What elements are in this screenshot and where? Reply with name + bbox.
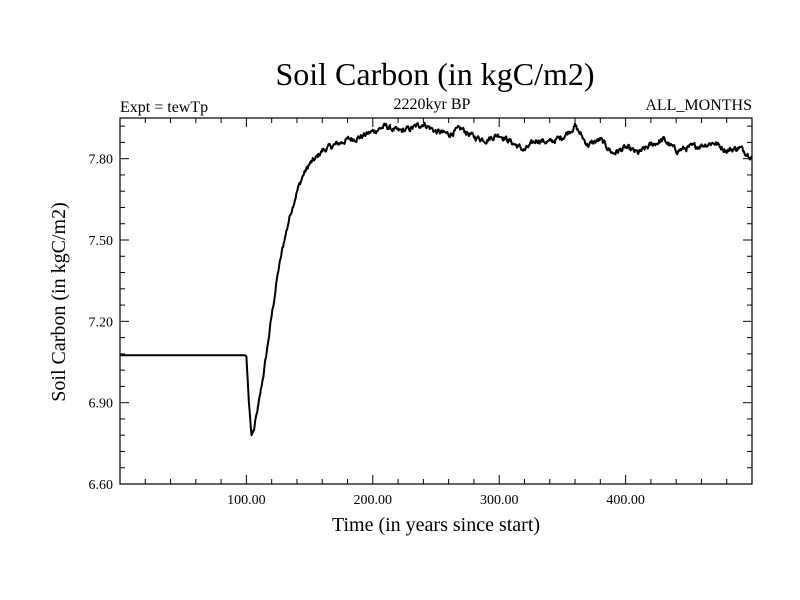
x-axis-ticks <box>144 118 728 484</box>
x-tick-label: 300.00 <box>480 493 519 508</box>
plot-frame <box>119 117 753 485</box>
y-axis-tick-labels: 6.60 6.90 7.20 7.50 7.80 <box>89 153 114 493</box>
y-tick-label: 7.80 <box>89 153 114 168</box>
x-tick-label: 400.00 <box>606 493 645 508</box>
subtitle-left: Expt = tewTp <box>120 99 208 116</box>
subtitle-center: 2220kyr BP <box>394 96 471 113</box>
series-line-soil-carbon <box>119 121 753 437</box>
subtitle-right: ALL_MONTHS <box>645 97 752 114</box>
x-tick-label: 100.00 <box>227 493 266 508</box>
x-axis-label: Time (in years since start) <box>332 514 540 536</box>
y-tick-label: 6.90 <box>89 397 114 412</box>
x-tick-label: 200.00 <box>354 493 393 508</box>
y-axis-ticks <box>120 125 752 485</box>
y-tick-label: 6.60 <box>89 478 114 493</box>
x-axis-tick-labels: 100.00 200.00 300.00 400.00 <box>227 493 645 508</box>
y-axis-label: Soil Carbon (in kgC/m2) <box>48 202 70 401</box>
chart-title: Soil Carbon (in kgC/m2) <box>275 56 594 92</box>
y-tick-label: 7.20 <box>89 315 114 330</box>
y-tick-label: 7.50 <box>89 234 114 249</box>
